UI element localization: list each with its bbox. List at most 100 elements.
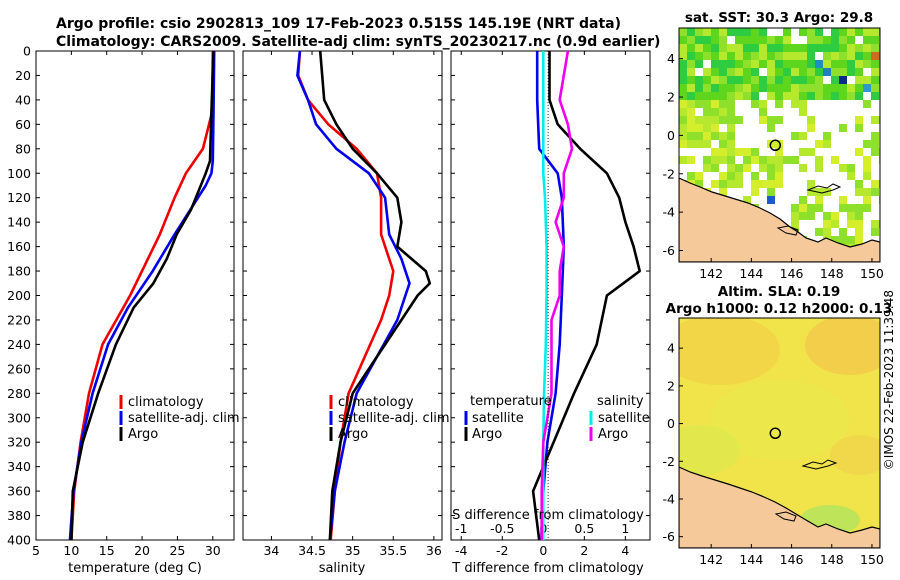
sst-cell	[871, 132, 879, 140]
sst-cell	[871, 44, 879, 52]
series-line-argo	[318, 51, 432, 540]
sst-cell	[703, 84, 711, 92]
sst-cell	[719, 180, 727, 188]
sst-cell	[719, 68, 727, 76]
sst-cell	[871, 84, 879, 92]
sst-cell	[727, 140, 735, 148]
sst-cell	[727, 28, 735, 36]
sst-cell	[767, 52, 775, 60]
sst-cell	[839, 92, 847, 100]
sst-cell	[751, 60, 759, 68]
map-y-tick-label: 4	[667, 341, 675, 356]
sst-cell	[679, 140, 687, 148]
sst-cell	[735, 52, 743, 60]
sst-cell	[863, 28, 871, 36]
sst-cell	[679, 84, 687, 92]
sst-cell	[807, 92, 815, 100]
sst-cell	[719, 116, 727, 124]
sst-cell	[815, 36, 823, 44]
sst-cell	[807, 148, 815, 156]
sst-cell	[711, 68, 719, 76]
sst-cell	[695, 180, 703, 188]
sst-cell	[687, 132, 695, 140]
sst-cell	[807, 68, 815, 76]
sst-cell	[815, 68, 823, 76]
sst-cell	[679, 36, 687, 44]
sst-cell	[839, 124, 847, 132]
sst-cell	[847, 164, 855, 172]
sst-cell	[839, 204, 847, 212]
salinity-series	[296, 51, 432, 540]
legend-label-argo: Argo	[128, 427, 158, 442]
sst-cell	[687, 76, 695, 84]
sst-cell	[855, 52, 863, 60]
sst-cell	[871, 76, 879, 84]
sst-cell	[847, 28, 855, 36]
sla-blob	[805, 318, 880, 375]
sst-cell	[831, 36, 839, 44]
x-tick-label: 36	[426, 543, 442, 558]
sst-cell	[799, 84, 807, 92]
sst-cell	[727, 132, 735, 140]
sst-cell	[847, 212, 855, 220]
x-tick-label: 10	[63, 543, 79, 558]
sst-cell	[807, 116, 815, 124]
sst-cell	[727, 148, 735, 156]
sst-cell	[823, 132, 831, 140]
s-diff-xlabel: S difference from climatology	[452, 508, 644, 523]
sst-cell	[799, 132, 807, 140]
sst-cell	[703, 140, 711, 148]
sla-map-ticks: 142 144 146 148 150 4 2 0 -2 -4 -6	[663, 341, 884, 567]
map-y-tick-label: 2	[667, 378, 675, 393]
sla-map-island-2	[774, 511, 797, 522]
sst-cell	[687, 44, 695, 52]
sst-cell	[711, 100, 719, 108]
map-y-tick-label: 4	[667, 51, 675, 66]
sst-cell	[695, 124, 703, 132]
sst-cell	[791, 220, 799, 228]
map-y-tick-label: 2	[667, 90, 675, 105]
sst-cell	[871, 180, 879, 188]
legend-label-t-satellite: satellite	[472, 411, 524, 426]
sst-cell	[767, 68, 775, 76]
map-y-tick-label: 0	[667, 416, 675, 431]
sst-cell	[799, 92, 807, 100]
sst-cell	[863, 84, 871, 92]
sst-cell	[727, 116, 735, 124]
sst-cell	[799, 212, 807, 220]
series-line-climatology	[296, 51, 395, 540]
sst-cell	[719, 28, 727, 36]
sst-cell	[719, 60, 727, 68]
sst-cell	[815, 156, 823, 164]
sst-cell	[743, 196, 751, 204]
sst-cell	[871, 36, 879, 44]
sst-cell	[831, 28, 839, 36]
sst-cell	[719, 156, 727, 164]
sst-cell	[791, 44, 799, 52]
map-x-tick-label: 148	[820, 266, 844, 281]
sst-cell	[775, 180, 783, 188]
sst-cell	[759, 52, 767, 60]
legend-label-s-argo: Argo	[598, 427, 628, 442]
sst-cell	[735, 84, 743, 92]
sst-cell	[759, 28, 767, 36]
sst-cell	[703, 28, 711, 36]
map-x-tick-label: 150	[860, 552, 884, 567]
sst-cell	[679, 156, 687, 164]
sst-cell	[783, 36, 791, 44]
depth-tick-label: 40	[15, 92, 31, 107]
sst-cell	[743, 156, 751, 164]
sst-cell	[839, 36, 847, 44]
sst-cell	[847, 172, 855, 180]
sst-cell	[791, 52, 799, 60]
sst-cell	[759, 180, 767, 188]
sst-cell	[815, 196, 823, 204]
sst-cell	[751, 36, 759, 44]
sst-cell	[719, 36, 727, 44]
sst-cell	[791, 132, 799, 140]
argo-marker	[769, 427, 782, 440]
sst-cell	[679, 44, 687, 52]
sst-cell	[799, 164, 807, 172]
sst-cell	[751, 148, 759, 156]
sst-cell	[687, 60, 695, 68]
